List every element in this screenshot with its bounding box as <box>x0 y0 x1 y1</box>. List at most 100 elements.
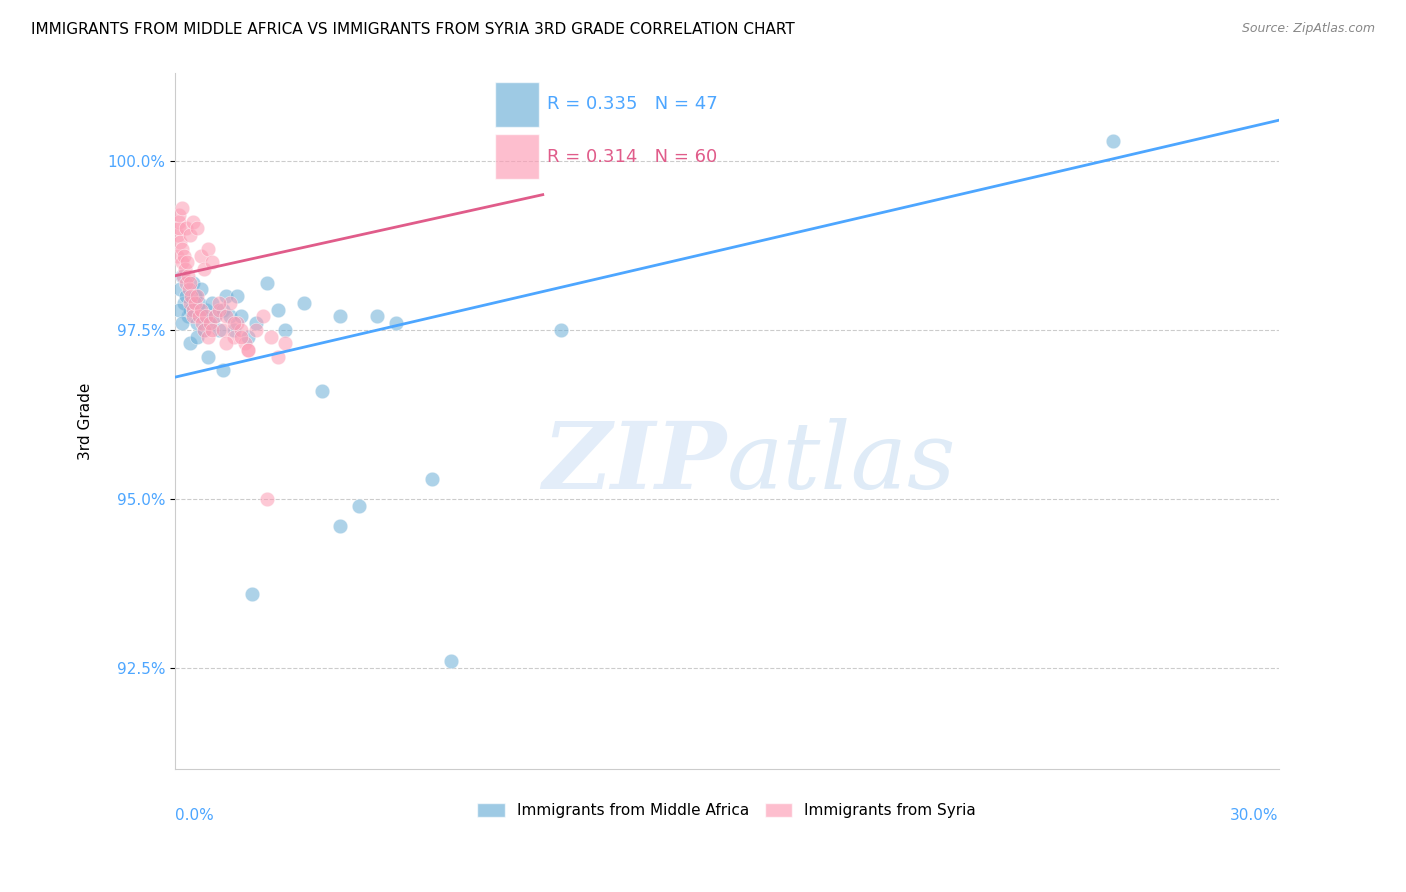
Point <box>197 329 219 343</box>
Point <box>190 248 212 262</box>
Point <box>229 323 252 337</box>
Point <box>179 228 201 243</box>
FancyBboxPatch shape <box>495 134 538 179</box>
Point <box>238 329 260 343</box>
Point <box>201 255 224 269</box>
Text: Source: ZipAtlas.com: Source: ZipAtlas.com <box>1241 22 1375 36</box>
Point <box>184 289 207 303</box>
Point <box>256 276 278 290</box>
Point <box>215 289 238 303</box>
Point <box>267 350 290 364</box>
Point <box>181 276 204 290</box>
Point <box>191 310 214 324</box>
Point <box>226 289 249 303</box>
Text: IMMIGRANTS FROM MIDDLE AFRICA VS IMMIGRANTS FROM SYRIA 3RD GRADE CORRELATION CHA: IMMIGRANTS FROM MIDDLE AFRICA VS IMMIGRA… <box>31 22 794 37</box>
Point <box>222 316 245 330</box>
Point <box>204 310 226 324</box>
Point <box>170 242 193 256</box>
Point <box>245 316 267 330</box>
Point <box>329 310 352 324</box>
Point <box>181 302 204 317</box>
Point <box>292 296 315 310</box>
Point <box>422 472 444 486</box>
Point <box>173 296 195 310</box>
Point <box>177 268 200 283</box>
Point <box>222 323 245 337</box>
Point <box>169 282 191 296</box>
Point <box>219 310 242 324</box>
Point <box>180 289 202 303</box>
Point <box>172 268 194 283</box>
Point <box>219 296 242 310</box>
Point <box>173 248 195 262</box>
Point <box>187 296 209 310</box>
Point <box>197 242 219 256</box>
Point <box>190 302 212 317</box>
Point <box>193 323 215 337</box>
Text: 30.0%: 30.0% <box>1230 807 1278 822</box>
Point <box>274 323 297 337</box>
Point <box>174 276 197 290</box>
Point <box>177 310 200 324</box>
Y-axis label: 3rd Grade: 3rd Grade <box>79 383 93 460</box>
Text: R = 0.335   N = 47: R = 0.335 N = 47 <box>547 95 717 113</box>
Point <box>329 519 352 533</box>
Point <box>186 221 208 235</box>
Point <box>179 296 201 310</box>
Point <box>186 289 208 303</box>
Point <box>177 282 200 296</box>
Text: ZIP: ZIP <box>543 418 727 508</box>
Point <box>193 323 215 337</box>
Point <box>211 323 233 337</box>
Point <box>245 323 267 337</box>
Point <box>193 262 215 277</box>
Point <box>172 316 194 330</box>
Point <box>195 302 218 317</box>
Point <box>1102 134 1125 148</box>
Point <box>166 248 188 262</box>
Point <box>252 310 274 324</box>
Point <box>198 316 221 330</box>
Point <box>211 363 233 377</box>
Point <box>384 316 406 330</box>
Point <box>222 329 245 343</box>
Point <box>184 296 207 310</box>
Point <box>215 336 238 351</box>
Point <box>174 289 197 303</box>
Point <box>208 323 231 337</box>
Point <box>172 201 194 215</box>
Point <box>267 302 290 317</box>
Point <box>204 310 226 324</box>
Point <box>167 208 190 222</box>
Point <box>211 302 233 317</box>
Point <box>187 310 209 324</box>
Text: R = 0.314   N = 60: R = 0.314 N = 60 <box>547 147 717 166</box>
Point <box>240 586 263 600</box>
Point <box>440 654 463 668</box>
Point <box>172 268 194 283</box>
Point <box>169 235 191 249</box>
Point <box>181 215 204 229</box>
Point <box>169 221 191 235</box>
Point <box>208 302 231 317</box>
Point <box>201 323 224 337</box>
Point <box>215 310 238 324</box>
Point <box>233 336 256 351</box>
Point <box>311 384 333 398</box>
Point <box>179 276 201 290</box>
Point <box>174 262 197 277</box>
Point <box>238 343 260 358</box>
Point <box>274 336 297 351</box>
Point <box>190 282 212 296</box>
Point <box>172 255 194 269</box>
FancyBboxPatch shape <box>495 82 538 127</box>
Point <box>229 329 252 343</box>
Legend: Immigrants from Middle Africa, Immigrants from Syria: Immigrants from Middle Africa, Immigrant… <box>471 797 983 824</box>
Point <box>179 302 201 317</box>
Point <box>181 310 204 324</box>
Point <box>208 296 231 310</box>
Point <box>167 302 190 317</box>
Point <box>238 343 260 358</box>
Point <box>167 215 190 229</box>
Point <box>166 228 188 243</box>
